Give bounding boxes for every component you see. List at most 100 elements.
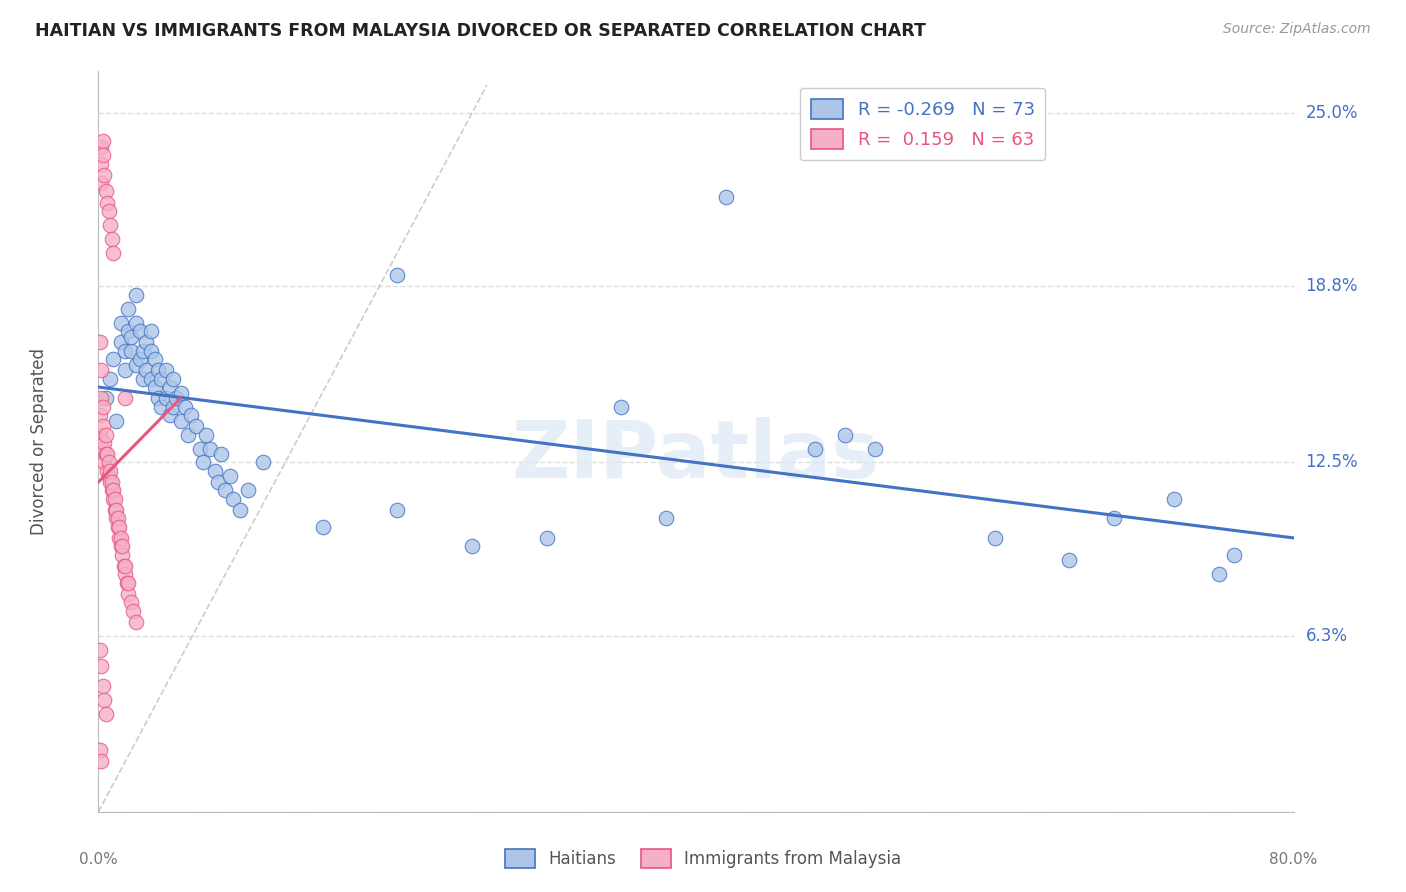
Point xyxy=(222,491,245,506)
Point xyxy=(111,548,134,562)
Point xyxy=(229,503,252,517)
Point xyxy=(132,343,155,358)
Point xyxy=(180,408,202,422)
Point xyxy=(97,455,120,469)
Point xyxy=(120,330,142,344)
Point xyxy=(834,427,856,442)
Text: Source: ZipAtlas.com: Source: ZipAtlas.com xyxy=(1223,22,1371,37)
Point xyxy=(139,324,162,338)
Point xyxy=(204,464,226,478)
Point xyxy=(97,469,120,483)
Point xyxy=(89,408,111,422)
Point xyxy=(108,520,131,534)
Text: 80.0%: 80.0% xyxy=(1270,853,1317,867)
Point xyxy=(110,316,132,330)
Point xyxy=(104,503,127,517)
Point xyxy=(103,491,125,506)
Point xyxy=(91,419,114,434)
Point xyxy=(94,391,117,405)
Point xyxy=(110,531,132,545)
Point xyxy=(90,363,112,377)
Point xyxy=(385,503,409,517)
Point xyxy=(200,442,222,456)
Point xyxy=(219,469,242,483)
Point xyxy=(804,442,827,456)
Point xyxy=(120,343,142,358)
Point xyxy=(1059,553,1081,567)
Point xyxy=(135,335,157,350)
Point xyxy=(93,168,115,182)
Point xyxy=(159,380,181,394)
Point xyxy=(129,352,152,367)
Point xyxy=(89,427,111,442)
Point xyxy=(103,246,125,260)
Point xyxy=(135,363,157,377)
Point xyxy=(93,693,115,707)
Text: 12.5%: 12.5% xyxy=(1306,453,1358,472)
Point xyxy=(207,475,229,489)
Point xyxy=(461,539,484,553)
Legend: Haitians, Immigrants from Malaysia: Haitians, Immigrants from Malaysia xyxy=(498,842,908,875)
Point xyxy=(107,520,129,534)
Text: 25.0%: 25.0% xyxy=(1306,104,1358,122)
Point xyxy=(90,156,112,170)
Point xyxy=(195,427,218,442)
Point xyxy=(96,195,118,210)
Point xyxy=(162,400,184,414)
Point xyxy=(114,363,136,377)
Point xyxy=(139,372,162,386)
Point xyxy=(101,483,124,498)
Point xyxy=(536,531,558,545)
Point xyxy=(214,483,236,498)
Point xyxy=(93,455,115,469)
Point xyxy=(117,301,139,316)
Text: Divorced or Separated: Divorced or Separated xyxy=(30,348,48,535)
Point xyxy=(90,176,112,190)
Point xyxy=(114,558,136,573)
Point xyxy=(96,447,118,461)
Point xyxy=(155,363,177,377)
Point xyxy=(162,372,184,386)
Point xyxy=(117,575,139,590)
Point xyxy=(94,427,117,442)
Point xyxy=(865,442,887,456)
Point xyxy=(98,372,122,386)
Point xyxy=(115,575,138,590)
Point xyxy=(1208,567,1230,582)
Point xyxy=(125,288,148,302)
Point xyxy=(97,204,120,219)
Point xyxy=(236,483,259,498)
Text: 0.0%: 0.0% xyxy=(79,853,118,867)
Point xyxy=(90,755,112,769)
Point xyxy=(159,408,181,422)
Point xyxy=(132,372,155,386)
Point xyxy=(89,335,111,350)
Point xyxy=(984,531,1007,545)
Point xyxy=(121,603,143,617)
Point xyxy=(96,464,118,478)
Point xyxy=(104,491,127,506)
Point xyxy=(90,140,112,154)
Point xyxy=(714,190,737,204)
Point xyxy=(103,352,125,367)
Point xyxy=(94,447,117,461)
Point xyxy=(114,343,136,358)
Point xyxy=(655,511,678,525)
Point xyxy=(110,335,132,350)
Point xyxy=(169,385,191,400)
Point xyxy=(209,447,232,461)
Point xyxy=(91,679,114,693)
Point xyxy=(184,419,207,434)
Point xyxy=(91,148,114,162)
Point xyxy=(150,372,173,386)
Point xyxy=(105,511,128,525)
Point xyxy=(101,232,124,246)
Text: 6.3%: 6.3% xyxy=(1306,627,1347,645)
Point xyxy=(143,352,166,367)
Point xyxy=(110,539,132,553)
Point xyxy=(114,391,136,405)
Point xyxy=(610,400,633,414)
Point xyxy=(117,324,139,338)
Point xyxy=(93,436,115,450)
Text: HAITIAN VS IMMIGRANTS FROM MALAYSIA DIVORCED OR SEPARATED CORRELATION CHART: HAITIAN VS IMMIGRANTS FROM MALAYSIA DIVO… xyxy=(35,22,927,40)
